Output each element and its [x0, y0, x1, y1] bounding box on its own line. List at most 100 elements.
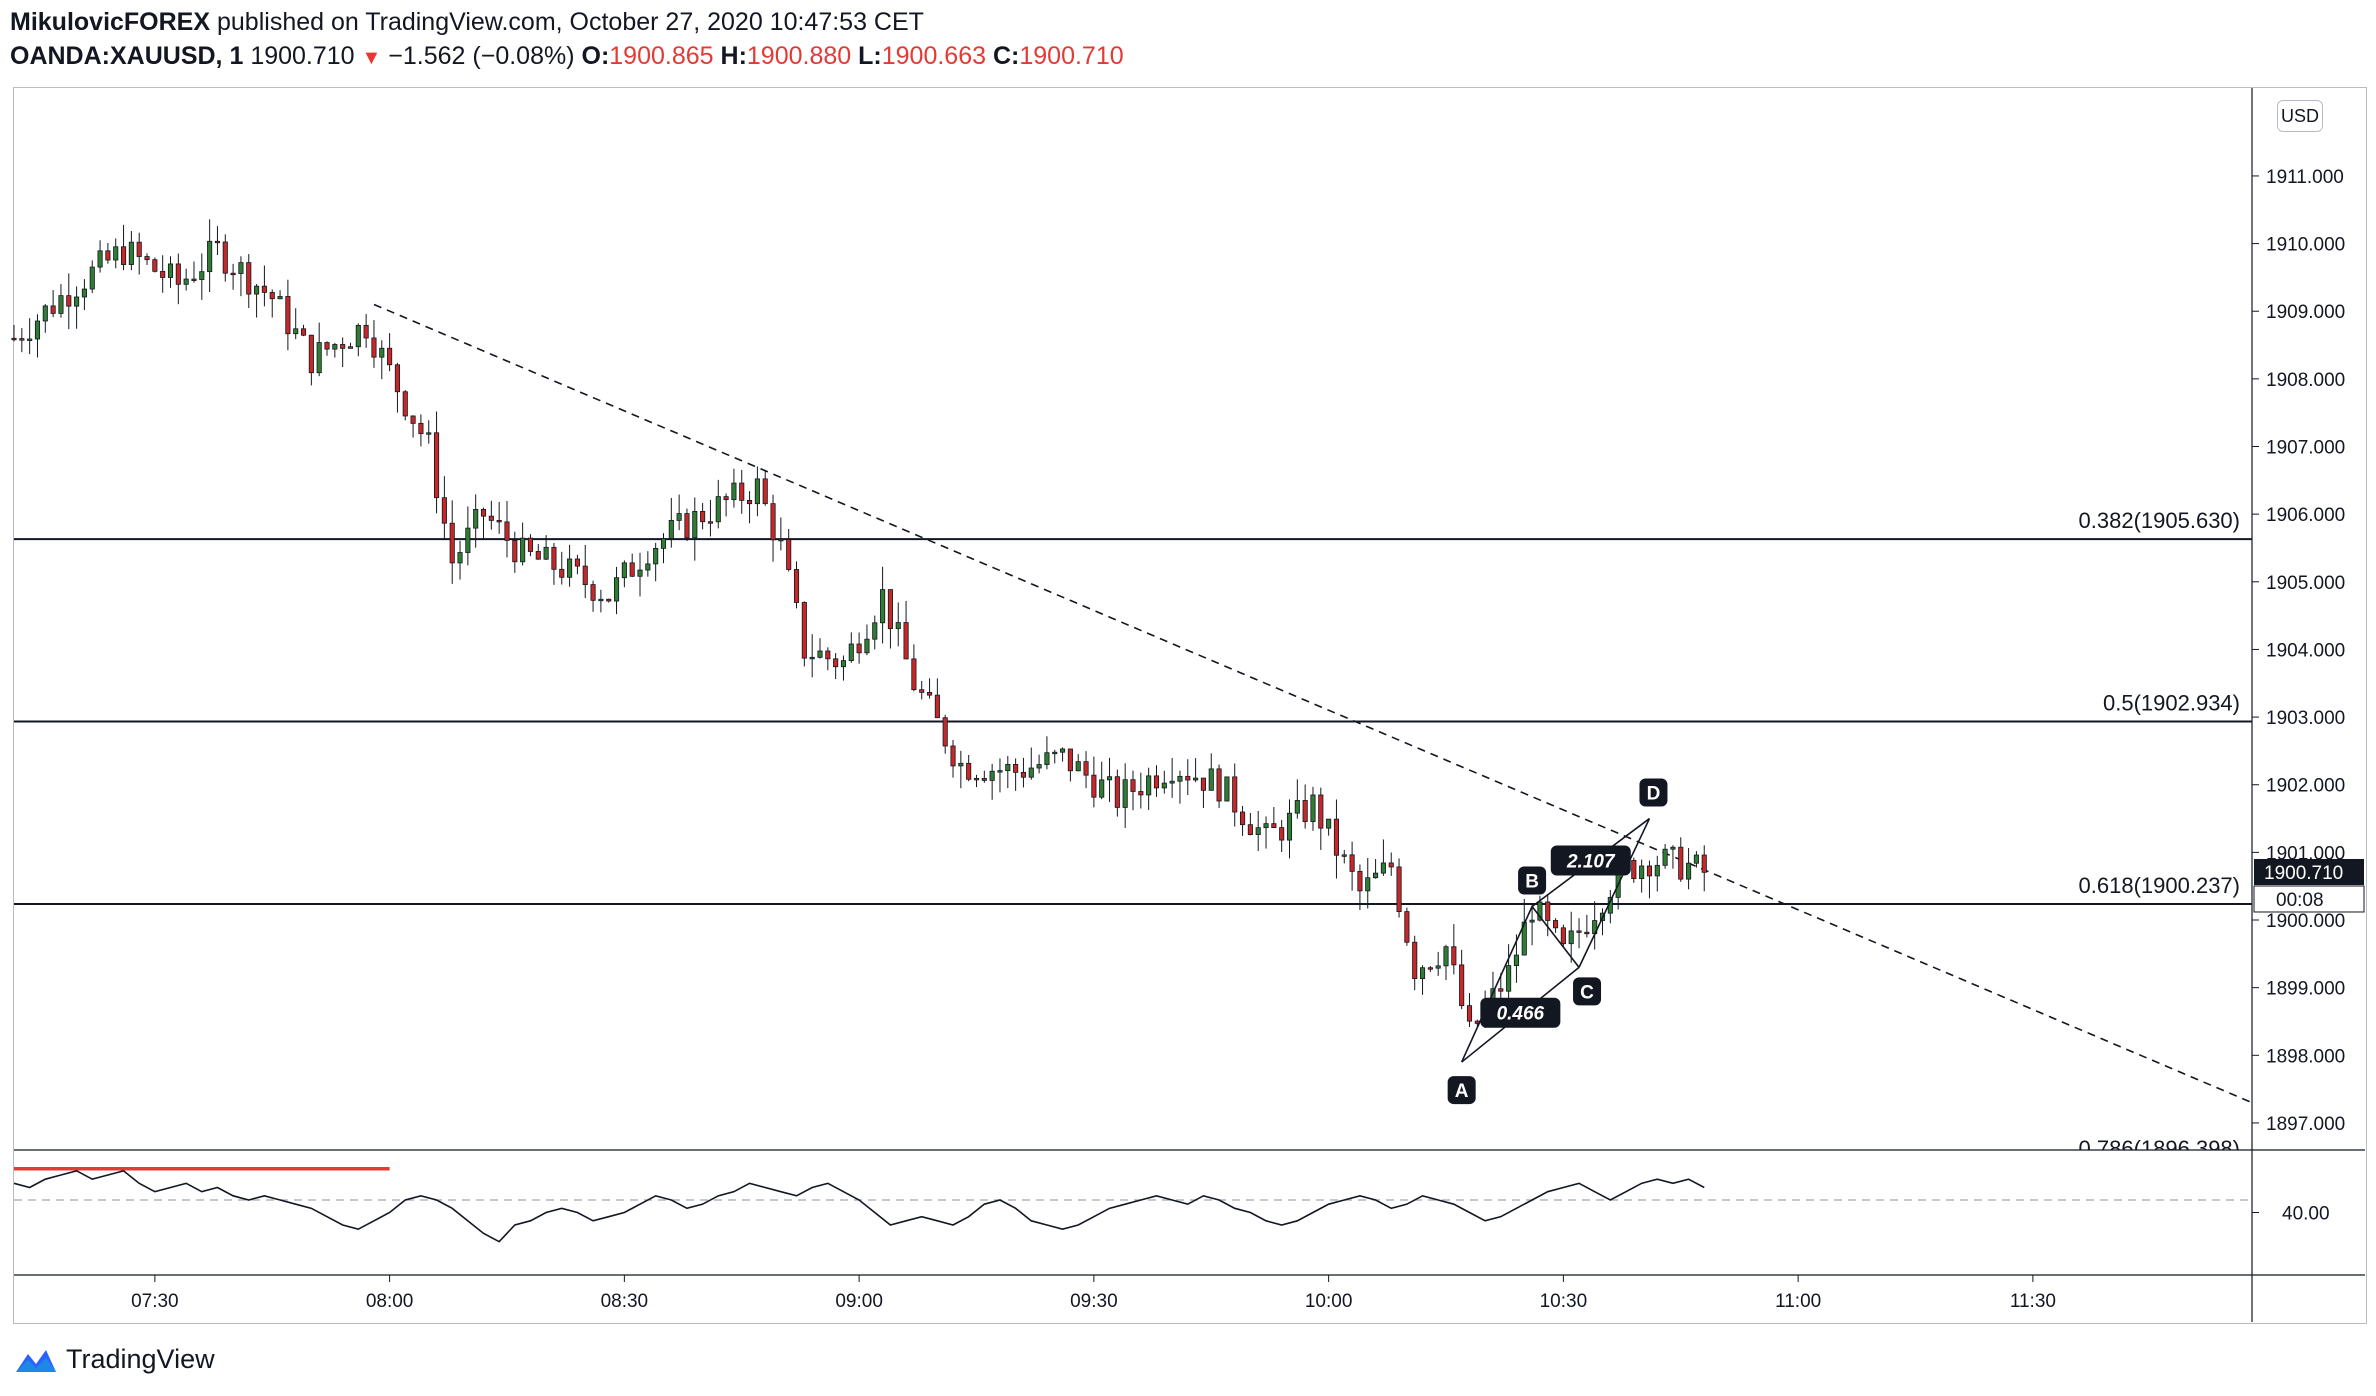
high-label: H: [720, 42, 747, 70]
open-value: 1900.865 [609, 42, 714, 70]
candle-body [653, 547, 659, 565]
candle-body [543, 546, 549, 560]
candle-body [277, 296, 283, 300]
price-tick-label: 1906.000 [2266, 505, 2345, 526]
candle-body [613, 577, 620, 602]
candle-body [449, 522, 455, 564]
candle-body [1326, 818, 1332, 829]
down-arrow-icon: ▼ [361, 47, 382, 69]
pattern-point-label: D [1647, 784, 1661, 805]
candle-body [582, 565, 588, 585]
candle-body [715, 496, 721, 523]
candle-body [1146, 775, 1152, 796]
oscillator-line [13, 1169, 1705, 1243]
candle-body [1404, 911, 1410, 943]
candle-body [81, 288, 87, 298]
candle-body [207, 240, 213, 273]
candle-body [801, 602, 807, 659]
candle-body [1576, 930, 1582, 933]
price-tick-label: 1900.000 [2266, 911, 2345, 932]
candle-body [1099, 779, 1105, 798]
author-name[interactable]: MikulovicFOREX [10, 8, 211, 36]
candle-body [1091, 774, 1097, 798]
candle-body [191, 278, 197, 281]
candle-body [1419, 967, 1426, 980]
candle-body [1451, 946, 1457, 966]
candle-body [1075, 761, 1081, 772]
trendline [373, 303, 2253, 1104]
candle-body [1005, 764, 1011, 772]
price-tick-label: 1909.000 [2266, 302, 2345, 323]
candle-body [300, 328, 307, 336]
pattern-point-label: C [1580, 982, 1594, 1003]
current-price-label: 1900.710 [2264, 863, 2343, 884]
symbol-name[interactable]: OANDA:XAUUSD, 1 [10, 42, 244, 70]
pattern-point-badge [1573, 977, 1602, 1006]
candle-body [1466, 1005, 1473, 1022]
price-tick-label: 1911.000 [2266, 167, 2344, 188]
candle-body [1240, 811, 1246, 826]
brand-label: TradingView [66, 1344, 215, 1374]
price-tick-label: 1907.000 [2266, 438, 2345, 459]
candle-body [574, 558, 580, 567]
candle-body [1529, 919, 1535, 923]
candle-body [1631, 859, 1637, 880]
candle-body [958, 762, 964, 767]
candle-body [817, 650, 823, 658]
candle-body [1216, 768, 1222, 802]
candle-body [175, 263, 181, 285]
candle-body [222, 241, 228, 274]
candle-body [903, 622, 909, 660]
candle-body [332, 344, 338, 350]
time-axis: 07:30 08:00 08:30 09:00 09:30 10:00 10:30 11:00… [131, 1275, 2056, 1312]
candle-body [1161, 782, 1167, 789]
countdown-label: 00:08 [2276, 890, 2324, 911]
candle-body [1122, 779, 1128, 808]
candle-body [183, 278, 189, 285]
currency-button[interactable]: USD [2277, 100, 2323, 132]
candle-body [660, 538, 667, 549]
tradingview-logo[interactable]: TradingView [14, 1344, 215, 1375]
candle-body [42, 305, 48, 322]
candle-body [363, 324, 369, 339]
candle-body [1193, 777, 1199, 781]
candle-body [340, 344, 346, 349]
candle-body [676, 513, 682, 521]
price-change: −1.562 (−0.08%) [388, 42, 575, 70]
close-label: C: [992, 42, 1020, 70]
open-label: O: [581, 42, 610, 70]
candle-body [1506, 965, 1512, 992]
oscillator-panel: 40.00 [13, 1167, 2330, 1243]
candle-body [707, 521, 713, 524]
candle-body [308, 334, 314, 374]
candle-body [1646, 865, 1653, 877]
candle-body [504, 521, 510, 541]
candle-body [1020, 771, 1026, 778]
candle-body [1435, 965, 1441, 969]
price-tick-label: 1898.000 [2266, 1046, 2345, 1067]
pattern-point-badge [1518, 866, 1547, 895]
candle-body [19, 338, 25, 341]
candle-body [770, 503, 776, 541]
candle-body [1169, 780, 1175, 784]
candle-body [1670, 846, 1676, 850]
candle-body [880, 589, 886, 624]
last-price: 1900.710 [250, 42, 355, 70]
candle-body [1013, 764, 1019, 773]
candle-body [989, 770, 995, 781]
symbol-info: OANDA:XAUUSD, 1 1900.710 ▼ −1.562 (−0.08… [10, 42, 1124, 71]
candle-body [1498, 988, 1504, 992]
candle-body [1106, 776, 1113, 781]
time-tick-label: 10:00 [1305, 1291, 1353, 1312]
candle-body [1560, 927, 1566, 945]
candle-body [747, 499, 753, 505]
time-tick-label: 09:00 [835, 1291, 883, 1312]
candle-body [261, 285, 267, 293]
candle-body [778, 538, 784, 542]
candle-body [105, 250, 111, 261]
candle-body [246, 262, 252, 295]
candle-body [1279, 827, 1285, 841]
candle-body [89, 266, 95, 290]
candle-body [637, 569, 643, 577]
